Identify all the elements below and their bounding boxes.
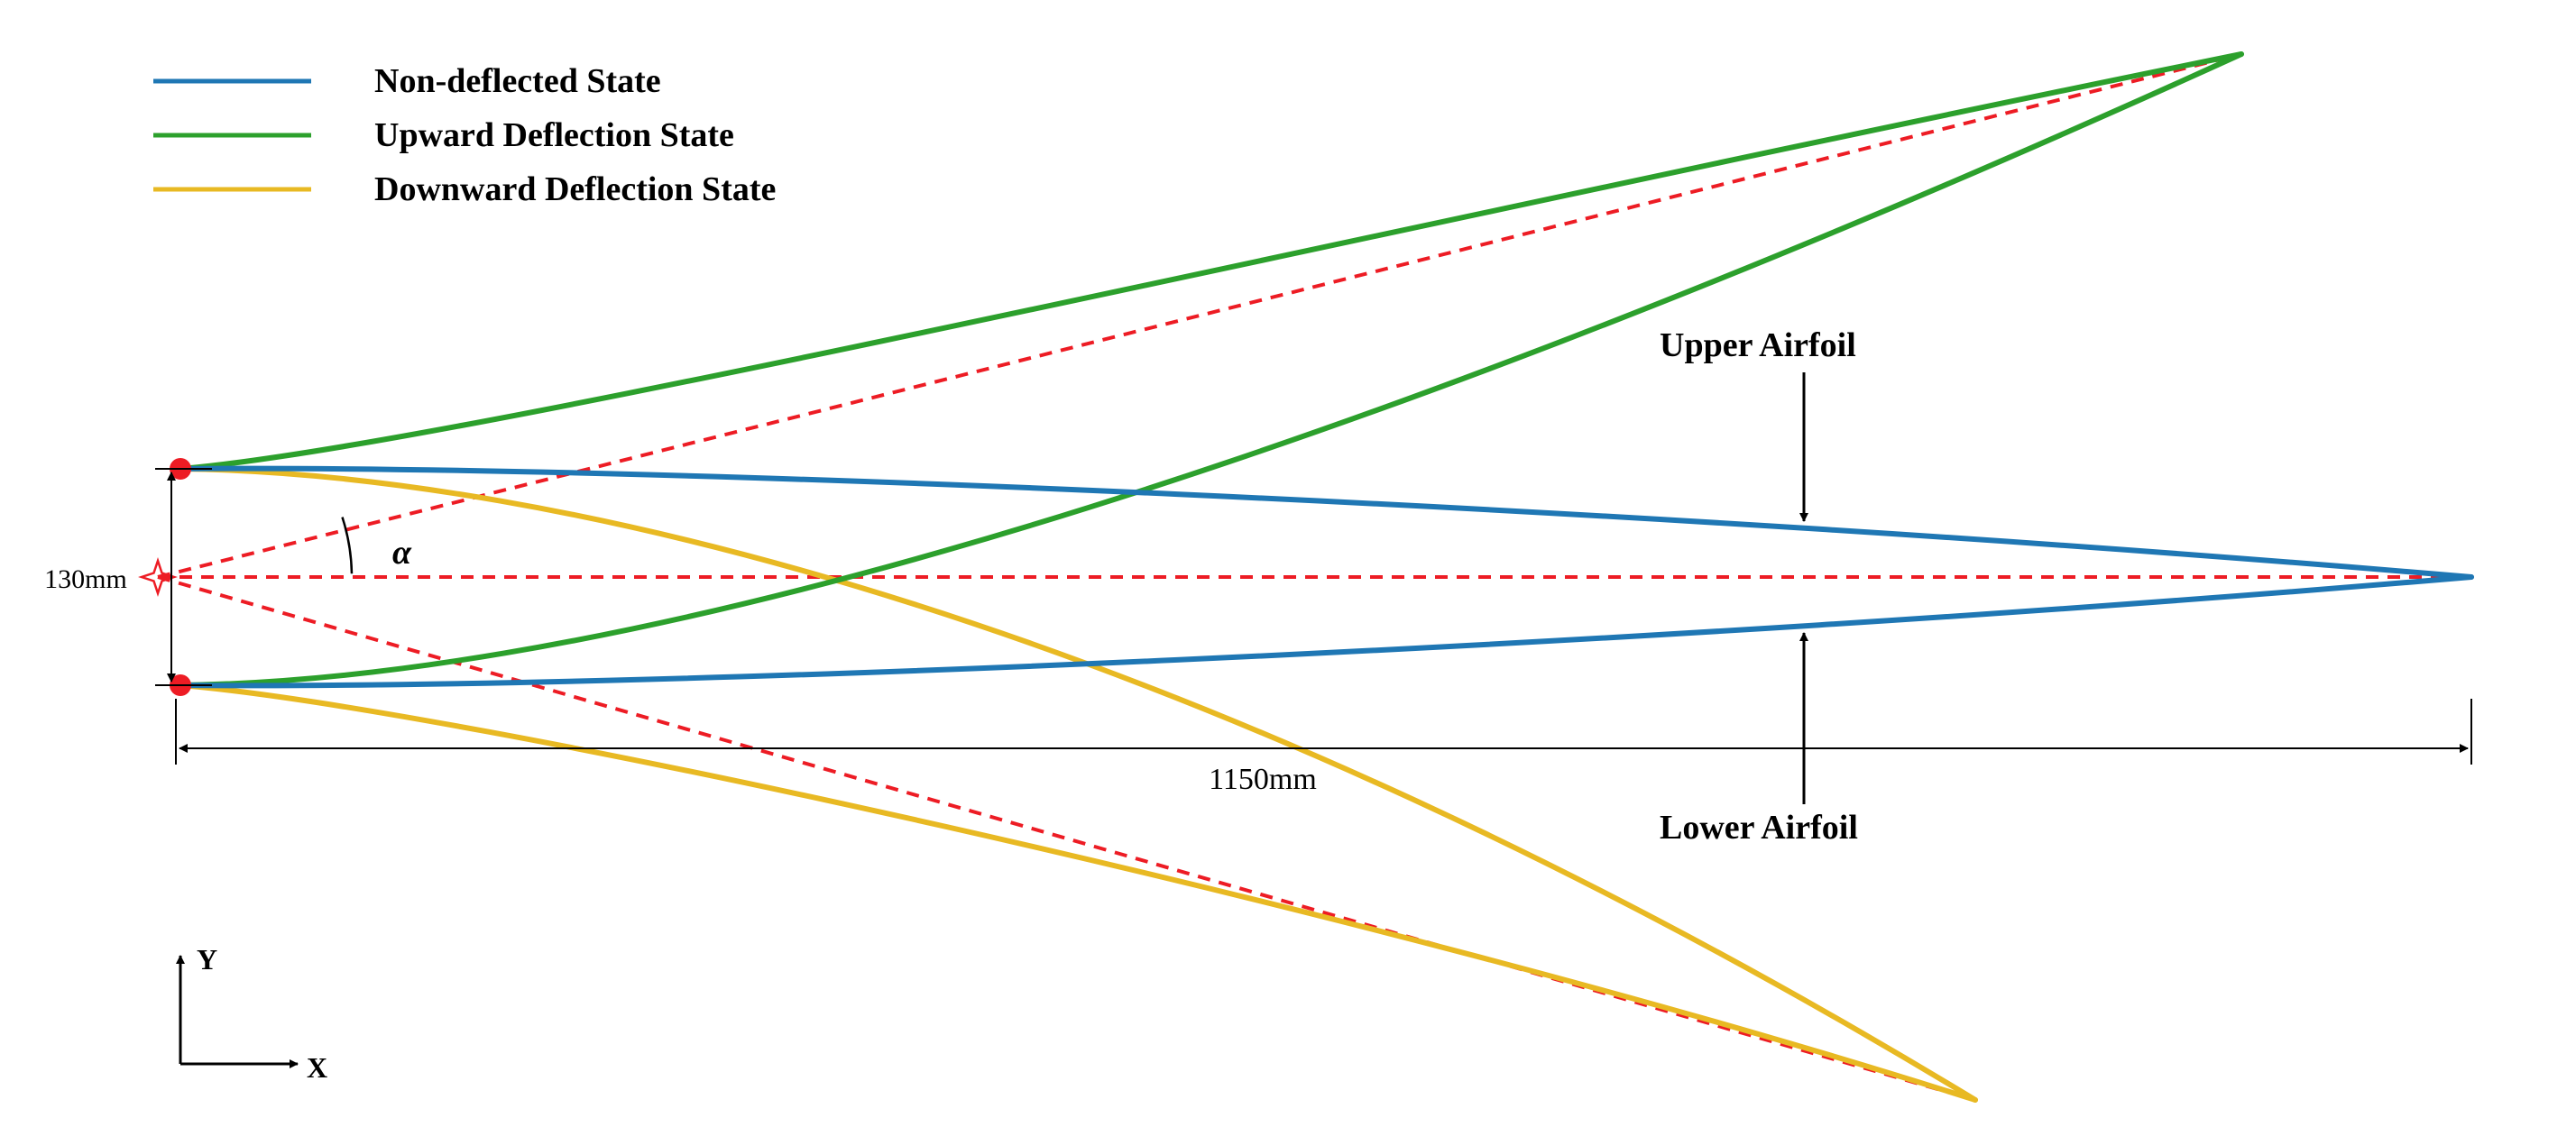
dimension-130mm-label: 130mm — [44, 564, 127, 594]
alpha-label: α — [392, 534, 412, 572]
legend-label-1: Upward Deflection State — [374, 116, 734, 154]
axis-y-label: Y — [197, 943, 217, 976]
axis-x-label: X — [307, 1051, 327, 1084]
legend-label-2: Downward Deflection State — [374, 170, 776, 208]
upper-airfoil-label: Upper Airfoil — [1660, 326, 1856, 364]
dimension-1150mm-label: 1150mm — [1209, 763, 1317, 796]
legend-label-0: Non-deflected State — [374, 62, 661, 100]
lower-airfoil-label: Lower Airfoil — [1660, 809, 1858, 847]
